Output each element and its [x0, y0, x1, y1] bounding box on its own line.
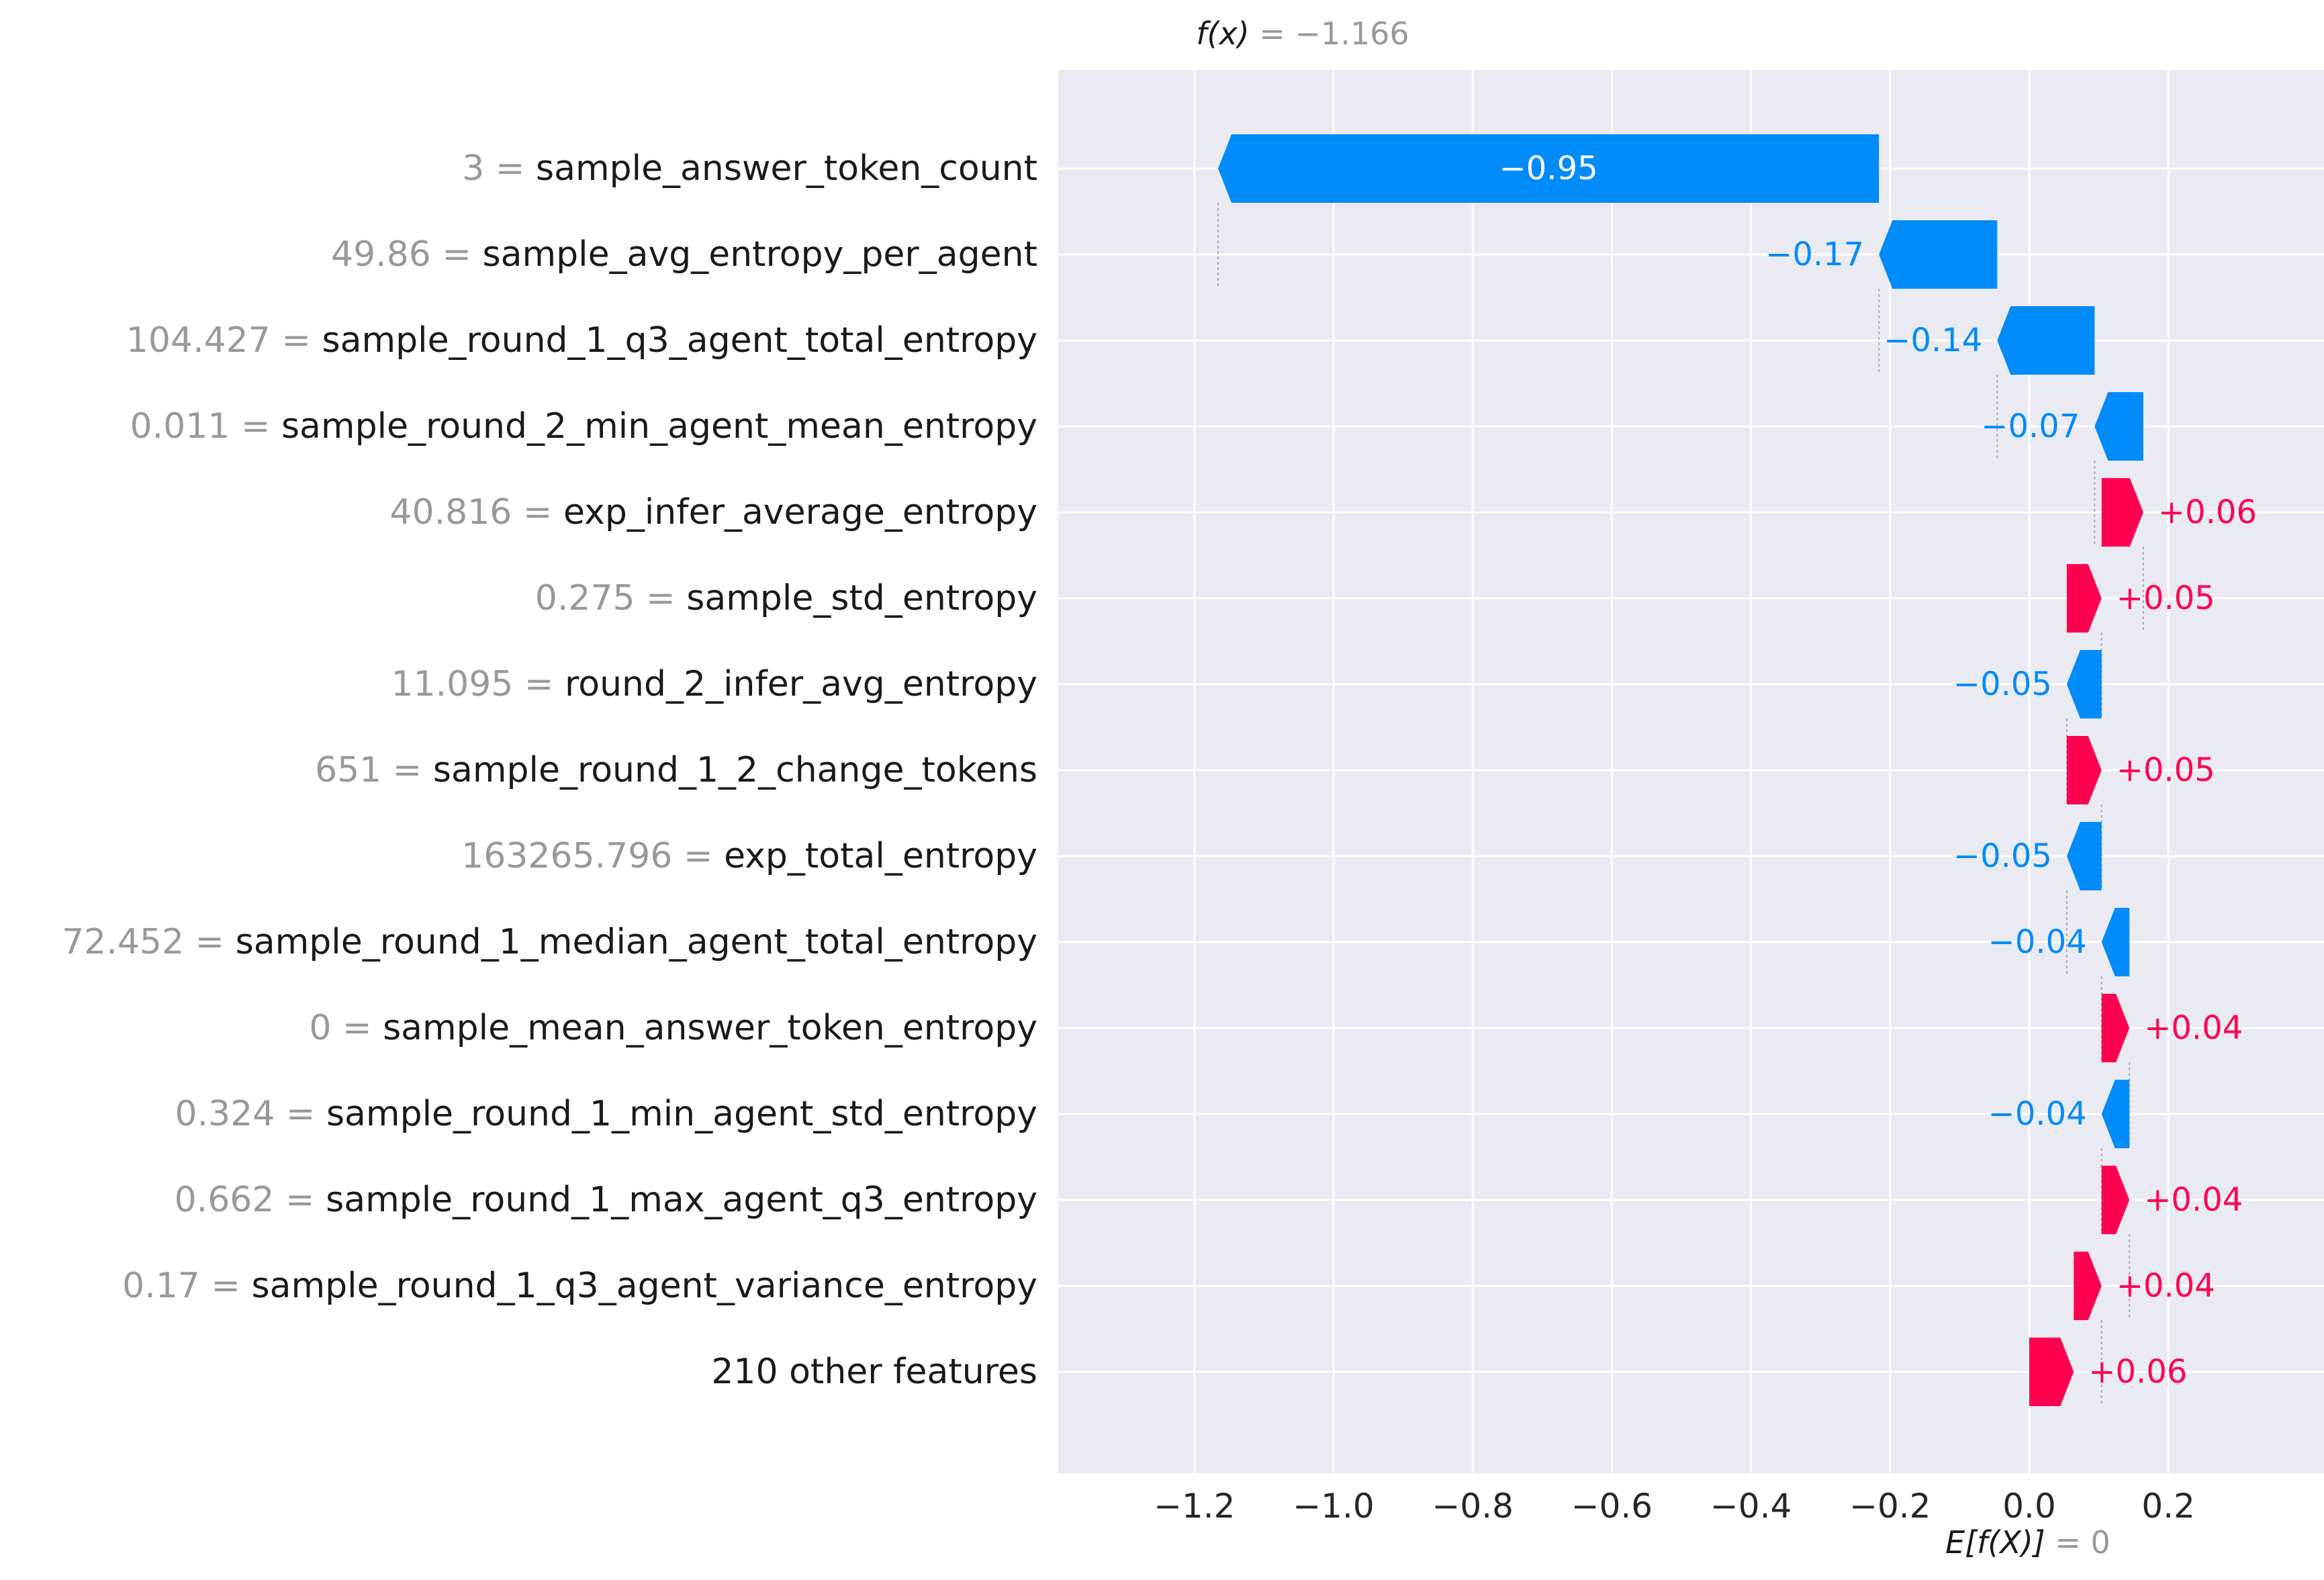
feature-row-label: 0.662 = sample_round_1_max_agent_q3_entr…	[175, 1180, 1037, 1220]
shap-bar	[1997, 306, 2095, 375]
feature-value: 0.324	[175, 1094, 275, 1134]
feature-row-label: 3 = sample_answer_token_count	[462, 148, 1037, 189]
feature-name: sample_round_1_median_agent_total_entrop…	[236, 922, 1037, 962]
feature-value: 11.095	[391, 664, 513, 704]
feature-row-label: 0.011 = sample_round_2_min_agent_mean_en…	[130, 406, 1037, 447]
bar-value-label: +0.04	[2144, 1009, 2243, 1047]
feature-row-label: 0.17 = sample_round_1_q3_agent_variance_…	[122, 1266, 1037, 1306]
x-tick-label: −0.6	[1571, 1487, 1653, 1526]
bar-value-label: −0.05	[1953, 837, 2052, 875]
feature-name: sample_round_2_min_agent_mean_entropy	[281, 406, 1037, 447]
feature-name: exp_total_entropy	[724, 836, 1037, 876]
x-axis: −1.2 −1.0 −0.8 −0.6 −0.4 −0.2 0.0 0.2	[1154, 1487, 2195, 1526]
feature-name: sample_avg_entropy_per_agent	[483, 234, 1037, 275]
feature-name: sample_round_1_q3_agent_variance_entropy	[252, 1266, 1037, 1306]
feature-name: 210 other features	[711, 1352, 1037, 1392]
feature-name: sample_round_1_min_agent_std_entropy	[326, 1094, 1037, 1134]
feature-row-label: 0.324 = sample_round_1_min_agent_std_ent…	[175, 1094, 1037, 1134]
shap-bar	[2101, 1166, 2130, 1234]
fx-value: −1.166	[1295, 15, 1409, 52]
shap-bar	[2066, 736, 2102, 804]
bar-value-label: −0.14	[1884, 322, 1982, 359]
bar-value-label: −0.04	[1988, 1095, 2087, 1133]
feature-row-label: 49.86 = sample_avg_entropy_per_agent	[331, 234, 1037, 275]
feature-value: 0.011	[130, 406, 230, 447]
feature-row-label: 72.452 = sample_round_1_median_agent_tot…	[62, 922, 1037, 962]
x-tick-label: 0.0	[2002, 1487, 2056, 1526]
shap-bar	[2094, 392, 2143, 461]
x-tick-label: −1.2	[1154, 1487, 1235, 1526]
feature-value: 40.816	[389, 492, 512, 532]
bar-value-label: +0.05	[2117, 751, 2215, 789]
feature-name: sample_answer_token_count	[536, 148, 1037, 189]
feature-row-label: 210 other features	[711, 1352, 1037, 1392]
shap-bar	[2101, 478, 2143, 547]
shap-bar	[2066, 822, 2102, 890]
feature-row-label: 651 = sample_round_1_2_change_tokens	[315, 750, 1037, 790]
feature-row-label: 40.816 = exp_infer_average_entropy	[389, 492, 1037, 532]
feature-value: 163265.796	[461, 836, 672, 876]
feature-row-label: 0 = sample_mean_answer_token_entropy	[309, 1008, 1037, 1048]
bar-value-label: +0.05	[2117, 579, 2215, 617]
feature-value: 49.86	[331, 234, 431, 275]
shap-bar	[2066, 650, 2102, 718]
feature-labels: 3 = sample_answer_token_count 49.86 = sam…	[62, 148, 1037, 1392]
feature-value: 651	[315, 750, 381, 790]
shap-bar	[2066, 564, 2102, 633]
shap-bar	[2101, 1080, 2130, 1148]
bar-value-label: −0.95	[1499, 150, 1598, 187]
x-tick-label: −1.0	[1293, 1487, 1374, 1526]
feature-row-label: 163265.796 = exp_total_entropy	[461, 836, 1037, 876]
base-annotation: E[f(X)] = 0	[1945, 1524, 2110, 1561]
feature-row-label: 104.427 = sample_round_1_q3_agent_total_…	[126, 320, 1037, 361]
feature-value: 0.662	[175, 1180, 275, 1220]
bar-value-label: +0.04	[2144, 1181, 2243, 1219]
bars: −0.95 −0.17 −0.14 −0.07 +0.06 +0.05 −0.05 +0.05…	[1217, 134, 2257, 1406]
x-tick-label: −0.2	[1849, 1487, 1931, 1526]
feature-value: 3	[462, 148, 484, 189]
bar-value-label: −0.04	[1988, 923, 2087, 961]
base-label: E[f(X)]	[1945, 1524, 2045, 1561]
x-tick-label: 0.2	[2141, 1487, 2195, 1526]
feature-name: sample_round_1_max_agent_q3_entropy	[326, 1180, 1037, 1220]
feature-row-label: 11.095 = round_2_infer_avg_entropy	[391, 664, 1037, 704]
feature-name: sample_round_1_q3_agent_total_entropy	[322, 320, 1038, 361]
feature-name: sample_round_1_2_change_tokens	[433, 750, 1037, 790]
shap-bar	[2101, 908, 2130, 976]
shap-bar	[2029, 1338, 2074, 1406]
shap-bar	[2101, 994, 2130, 1062]
base-value: 0	[2091, 1524, 2110, 1561]
feature-value: 0	[309, 1008, 331, 1048]
feature-value: 72.452	[62, 922, 184, 962]
fx-label: f(x)	[1196, 15, 1249, 52]
feature-name: sample_mean_answer_token_entropy	[383, 1008, 1037, 1048]
bar-value-label: +0.06	[2158, 494, 2257, 531]
bar-value-label: −0.05	[1953, 665, 2052, 703]
shap-bar	[2074, 1252, 2102, 1320]
feature-row-label: 0.275 = sample_std_entropy	[535, 578, 1037, 618]
feature-name: round_2_infer_avg_entropy	[565, 664, 1037, 704]
x-tick-label: −0.8	[1432, 1487, 1513, 1526]
bar-value-label: +0.06	[2088, 1353, 2187, 1391]
bar-value-label: −0.07	[1981, 408, 2080, 445]
feature-value: 0.275	[535, 578, 635, 618]
x-tick-label: −0.4	[1710, 1487, 1792, 1526]
feature-value: 0.17	[122, 1266, 200, 1306]
feature-value: 104.427	[126, 320, 271, 361]
bar-value-label: −0.17	[1765, 236, 1864, 273]
plot-background	[1058, 70, 2324, 1473]
shap-bar	[1879, 220, 1998, 289]
bar-value-label: +0.04	[2117, 1267, 2215, 1305]
fx-annotation: f(x) = −1.166	[1196, 15, 1409, 52]
shap-bar	[1218, 134, 1879, 203]
feature-name: sample_std_entropy	[686, 578, 1037, 618]
feature-name: exp_infer_average_entropy	[563, 492, 1037, 532]
